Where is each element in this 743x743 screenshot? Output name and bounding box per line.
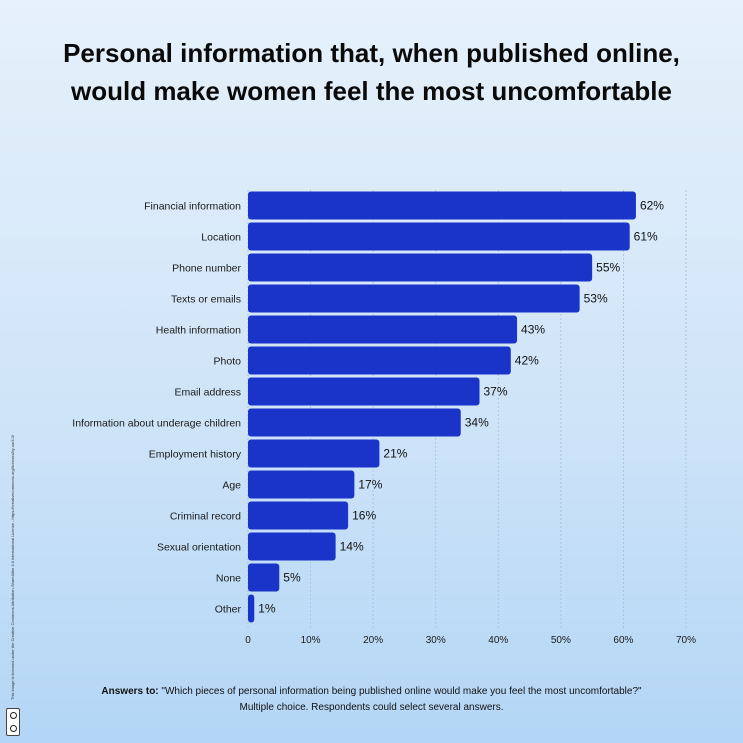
category-label: Information about underage children: [72, 418, 241, 430]
bar: [248, 594, 255, 623]
bar: [248, 563, 280, 592]
value-label: 34%: [465, 416, 489, 430]
category-label: Other: [215, 604, 242, 616]
bar: [248, 315, 518, 344]
value-label: 37%: [484, 385, 508, 399]
x-tick-label: 20%: [363, 635, 383, 646]
value-label: 62%: [640, 199, 664, 213]
bar: [248, 191, 636, 220]
category-label: Texts or emails: [171, 294, 241, 306]
value-label: 55%: [596, 261, 620, 275]
x-tick-label: 10%: [301, 635, 321, 646]
value-labels: 62% 61% 55% 53% 43% 42% 37% 34% 21% 17% 16% 14% 5% 1%: [258, 199, 664, 616]
category-label: Photo: [214, 356, 242, 368]
category-label: Email address: [174, 387, 241, 399]
category-label: Criminal record: [170, 511, 241, 523]
bar: [248, 439, 380, 468]
chart-title: Personal information that, when publishe…: [63, 38, 680, 106]
cc-license-icon: [6, 708, 20, 736]
chart-footer: Answers to: "Which pieces of personal in…: [40, 684, 703, 716]
value-label: 42%: [515, 354, 539, 368]
value-label: 43%: [521, 323, 545, 337]
x-tick-label: 60%: [613, 635, 633, 646]
bar: [248, 253, 593, 282]
x-tick-label: 50%: [551, 635, 571, 646]
footer-note: Multiple choice. Respondents could selec…: [239, 702, 504, 713]
bar: [248, 501, 349, 530]
bar: [248, 470, 355, 499]
bars: [248, 191, 636, 623]
x-tick-label: 70%: [676, 635, 696, 646]
category-label: None: [216, 573, 241, 585]
x-tick-label: 40%: [488, 635, 508, 646]
category-label: Financial information: [144, 201, 241, 213]
category-label: Age: [222, 480, 241, 492]
bar: [248, 222, 630, 251]
category-label: Employment history: [149, 449, 242, 461]
value-label: 5%: [283, 571, 301, 585]
license-notice: This image is licensed under the Creativ…: [4, 434, 22, 736]
category-label: Location: [201, 232, 241, 244]
value-label: 16%: [352, 509, 376, 523]
category-label: Sexual orientation: [157, 542, 241, 554]
x-tick-label: 30%: [426, 635, 446, 646]
footer-lead: Answers to:: [101, 686, 159, 697]
value-label: 61%: [634, 230, 658, 244]
bar-chart: Financial information Location Phone numbe…: [72, 190, 696, 646]
bar: [248, 408, 461, 437]
value-label: 53%: [584, 292, 608, 306]
value-label: 1%: [258, 602, 276, 616]
category-label: Health information: [156, 325, 241, 337]
footer-question: "Which pieces of personal information be…: [161, 686, 642, 697]
bar: [248, 377, 480, 406]
bar: [248, 532, 336, 561]
category-label: Phone number: [172, 263, 241, 275]
bar: [248, 284, 580, 313]
value-label: 14%: [340, 540, 364, 554]
category-labels: Financial information Location Phone numbe…: [72, 201, 241, 616]
bar: [248, 346, 511, 375]
value-label: 21%: [383, 447, 407, 461]
license-text: This image is licensed under the Creativ…: [10, 434, 15, 700]
value-label: 17%: [358, 478, 382, 492]
x-tick-label: 0: [245, 635, 251, 646]
x-axis-ticks: 0 10% 20% 30% 40% 50% 60% 70%: [245, 635, 696, 646]
